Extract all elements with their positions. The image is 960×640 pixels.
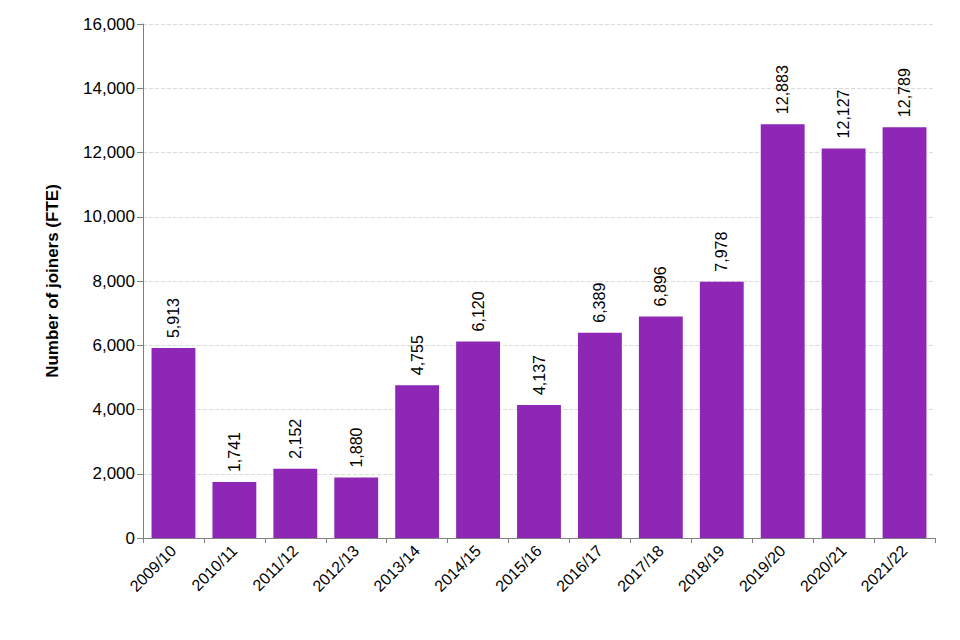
svg-text:0: 0 (126, 529, 135, 548)
svg-text:2013/14: 2013/14 (370, 542, 423, 595)
svg-text:1,880: 1,880 (348, 427, 365, 467)
svg-text:2019/20: 2019/20 (736, 542, 789, 595)
svg-text:12,883: 12,883 (774, 65, 791, 114)
svg-text:2018/19: 2018/19 (675, 542, 728, 595)
svg-text:14,000: 14,000 (83, 79, 135, 98)
svg-text:4,755: 4,755 (409, 335, 426, 375)
svg-text:2,000: 2,000 (92, 464, 135, 483)
svg-text:2015/16: 2015/16 (492, 542, 545, 595)
svg-text:Number of joiners (FTE): Number of joiners (FTE) (43, 184, 62, 378)
svg-text:16,000: 16,000 (83, 15, 135, 34)
svg-text:4,137: 4,137 (531, 355, 548, 395)
svg-text:6,896: 6,896 (652, 266, 669, 306)
svg-text:7,978: 7,978 (713, 232, 730, 272)
svg-text:6,120: 6,120 (470, 291, 487, 331)
svg-text:2016/17: 2016/17 (553, 542, 606, 595)
svg-text:6,389: 6,389 (591, 283, 608, 323)
svg-text:6,000: 6,000 (92, 336, 135, 355)
svg-text:2,152: 2,152 (287, 419, 304, 459)
svg-text:2012/13: 2012/13 (309, 542, 362, 595)
svg-text:2014/15: 2014/15 (431, 542, 484, 595)
svg-text:5,913: 5,913 (165, 298, 182, 338)
svg-text:2010/11: 2010/11 (188, 542, 240, 594)
svg-text:12,789: 12,789 (896, 68, 913, 117)
svg-text:2009/10: 2009/10 (127, 542, 180, 595)
svg-text:1,741: 1,741 (226, 432, 243, 472)
svg-text:12,000: 12,000 (83, 143, 135, 162)
svg-text:2020/21: 2020/21 (797, 542, 850, 595)
svg-text:2017/18: 2017/18 (614, 542, 667, 595)
svg-text:8,000: 8,000 (92, 272, 135, 291)
svg-text:4,000: 4,000 (92, 400, 135, 419)
svg-text:12,127: 12,127 (835, 89, 852, 138)
svg-text:2011/12: 2011/12 (249, 542, 301, 594)
svg-text:2021/22: 2021/22 (858, 542, 911, 595)
svg-text:10,000: 10,000 (83, 207, 135, 226)
